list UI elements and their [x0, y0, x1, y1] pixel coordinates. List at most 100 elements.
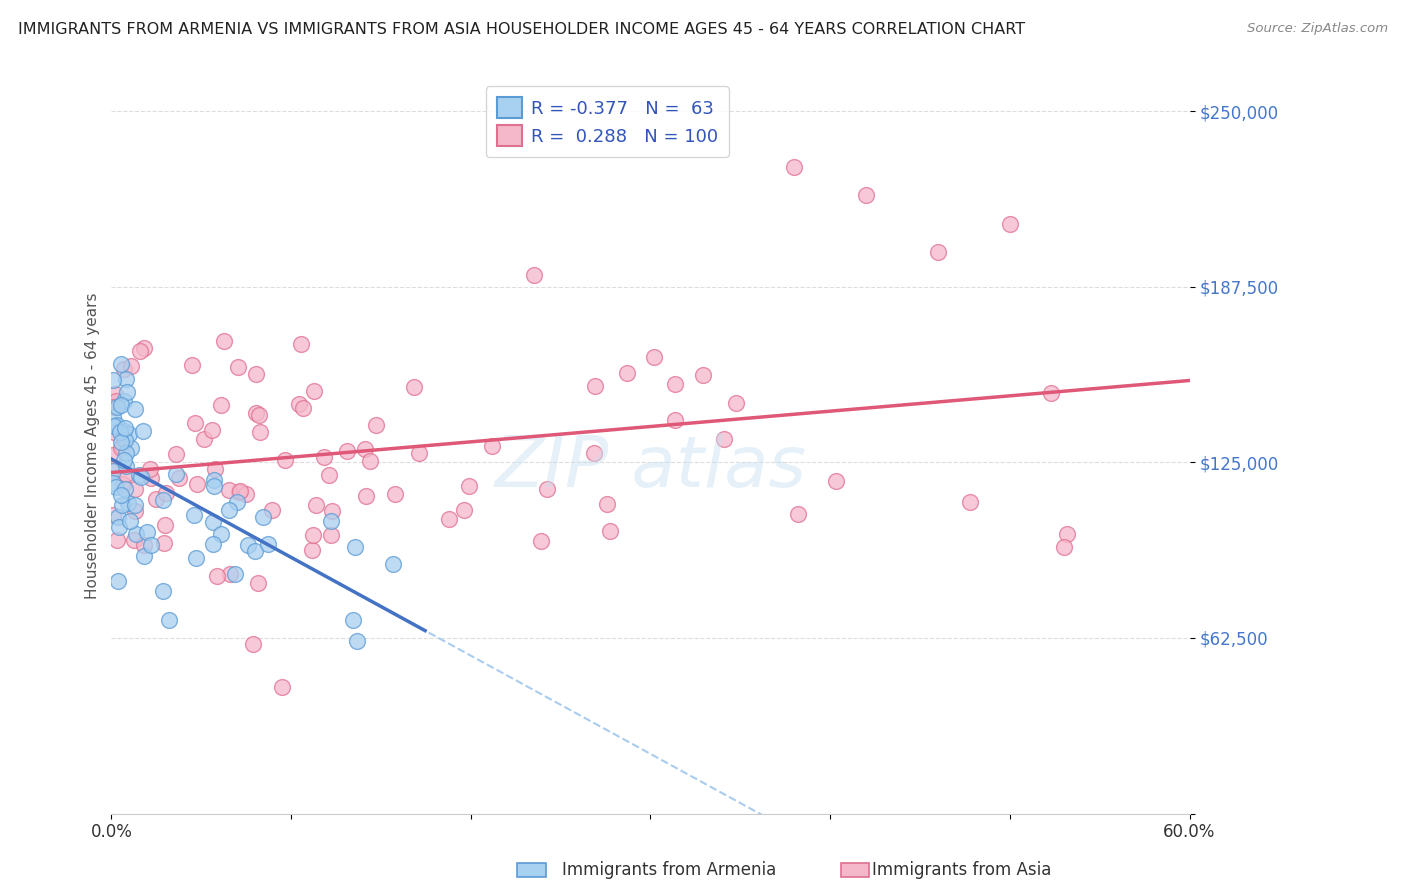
Point	[224, 567, 246, 582]
Point	[344, 540, 367, 554]
Point	[107, 520, 129, 534]
Bar	[841, 863, 869, 877]
Text: IMMIGRANTS FROM ARMENIA VS IMMIGRANTS FROM ASIA HOUSEHOLDER INCOME AGES 45 - 64 : IMMIGRANTS FROM ARMENIA VS IMMIGRANTS FR…	[18, 22, 1025, 37]
Point	[112, 361, 135, 376]
Point	[114, 433, 136, 447]
Point	[152, 583, 174, 598]
Point	[110, 358, 132, 372]
Point	[120, 441, 142, 455]
Point	[228, 485, 250, 500]
Point	[783, 161, 806, 175]
Point	[305, 498, 328, 512]
Y-axis label: Householder Income Ages 45 - 64 years: Householder Income Ages 45 - 64 years	[86, 293, 100, 599]
Point	[125, 526, 148, 541]
Point	[1039, 385, 1062, 400]
Point	[105, 400, 128, 414]
Point	[114, 482, 136, 496]
Point	[481, 439, 503, 453]
Point	[115, 372, 138, 386]
Point	[453, 502, 475, 516]
Point	[271, 680, 294, 694]
Point	[103, 373, 125, 387]
Point	[408, 446, 430, 460]
Point	[103, 476, 125, 491]
Point	[132, 549, 155, 564]
Text: Source: ZipAtlas.com: Source: ZipAtlas.com	[1247, 22, 1388, 36]
Point	[103, 419, 125, 434]
Point	[787, 508, 810, 522]
Point	[825, 474, 848, 488]
Point	[117, 384, 139, 399]
Point	[238, 537, 260, 551]
Point	[530, 533, 553, 548]
Point	[110, 435, 132, 450]
Point	[616, 366, 638, 380]
Point	[302, 528, 325, 542]
Point	[274, 453, 297, 467]
Point	[107, 510, 129, 524]
Point	[120, 359, 142, 373]
Point	[153, 536, 176, 550]
Point	[643, 350, 665, 364]
Point	[167, 471, 190, 485]
Point	[132, 341, 155, 355]
Point	[212, 334, 235, 348]
Point	[201, 515, 224, 529]
Point	[1053, 540, 1076, 554]
Point	[201, 423, 224, 437]
Point	[664, 377, 686, 392]
Point	[155, 486, 177, 500]
Point	[312, 450, 335, 465]
Point	[115, 446, 138, 460]
Point	[204, 462, 226, 476]
Point	[105, 417, 128, 432]
Point	[202, 478, 225, 492]
Point	[219, 567, 242, 582]
Point	[257, 537, 280, 551]
Point	[346, 634, 368, 648]
Point	[245, 367, 267, 381]
Point	[184, 416, 207, 430]
Point	[354, 489, 377, 503]
Point	[111, 439, 134, 453]
Point	[354, 442, 377, 457]
Point	[252, 509, 274, 524]
Point	[117, 427, 139, 442]
Point	[103, 464, 125, 478]
Point	[124, 402, 146, 417]
Point	[111, 498, 134, 512]
Point	[129, 343, 152, 358]
Point	[959, 495, 981, 509]
Point	[1056, 526, 1078, 541]
Point	[112, 424, 135, 438]
Point	[115, 458, 138, 473]
Point	[927, 244, 949, 259]
Point	[117, 496, 139, 510]
Point	[437, 512, 460, 526]
Point	[105, 394, 128, 409]
Point	[583, 446, 606, 460]
Point	[107, 574, 129, 588]
Point	[112, 452, 135, 467]
Point	[321, 504, 343, 518]
Point	[207, 569, 229, 583]
Point	[229, 484, 252, 499]
Point	[131, 469, 153, 483]
Point	[384, 486, 406, 500]
Point	[186, 551, 208, 566]
Point	[132, 538, 155, 552]
Point	[202, 474, 225, 488]
Point	[110, 441, 132, 455]
Legend: R = -0.377   N =  63, R =  0.288   N = 100: R = -0.377 N = 63, R = 0.288 N = 100	[486, 87, 728, 157]
Point	[139, 538, 162, 552]
Point	[364, 418, 387, 433]
Point	[112, 476, 135, 491]
Point	[209, 527, 232, 541]
Point	[186, 476, 208, 491]
Point	[242, 637, 264, 651]
Point	[103, 409, 125, 424]
Point	[114, 467, 136, 481]
Point	[245, 544, 267, 558]
Point	[135, 524, 157, 539]
Point	[262, 502, 284, 516]
